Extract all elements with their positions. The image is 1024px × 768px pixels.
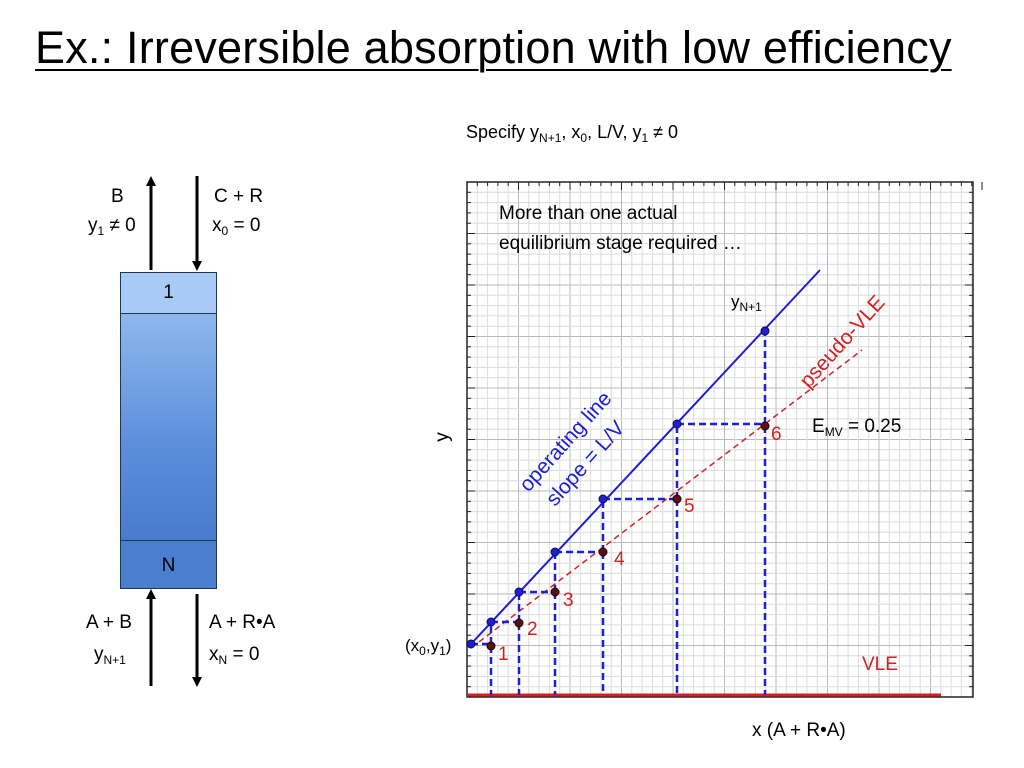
stage-points [466,326,770,651]
operating-point [672,419,682,429]
start-sub: 0 [419,644,426,658]
vle-label: VLE [862,654,898,675]
bottom-stage-number: N [161,555,176,576]
stage-number-6: 6 [771,424,782,445]
start-c: ) [445,636,452,655]
specify-sub: N+1 [539,131,562,145]
end-sub: N+1 [739,300,762,314]
start-point-label: (x0,y1) [405,636,451,658]
pseudo-vle-line [470,349,863,649]
absorption-column: 1 N [120,272,217,589]
pseudo-vle-point [486,641,496,651]
plot-note-line1: More than one actual [499,203,678,224]
bottom-stage: N [121,540,216,588]
stage-number-5: 5 [684,496,695,517]
operating-point [598,494,608,504]
top-out-name: B [111,186,124,207]
stage-number-4: 4 [614,549,625,570]
top-stage-number: 1 [163,282,174,303]
cond-sub: N+1 [103,653,126,667]
bottom-out-condition: xN = 0 [209,644,259,667]
cond-sub: 1 [97,224,105,238]
emv-rest: = 0.25 [842,416,902,437]
operating-point [514,587,524,597]
pseudo-vle-point [672,494,682,504]
slide-title: Ex.: Irreversible absorption with low ef… [35,22,952,73]
plot-grid [467,182,973,697]
end-var: y [731,292,740,311]
operating-point [760,326,770,336]
cond-rest: ≠ 0 [104,215,136,236]
operating-point [466,639,476,649]
stage-staircase [471,331,767,695]
specify-part: Specify y [466,122,540,142]
operating-point [486,617,496,627]
start-a: (x [405,636,420,655]
specify-part: , x [561,122,581,142]
cond-sub: N [218,653,228,667]
top-in-name: C + R [214,186,264,207]
emv-var: E [812,416,825,437]
emv-sub: MV [824,425,843,439]
bottom-in-name: A + B [86,612,132,633]
stage-number-1: 1 [498,644,509,665]
pseudo-vle-point [598,547,608,557]
cond-var: x [212,215,222,236]
cond-var: x [209,644,219,665]
cond-var: y [88,215,98,236]
x-axis-label: x (A + R•A) [752,720,846,741]
y-axis-label: y [431,432,453,442]
stage-number-3: 3 [563,590,574,611]
plot-note-line2: equilibrium stage required … [499,233,742,254]
bottom-in-condition: yN+1 [94,644,126,667]
start-sub: 1 [439,644,446,658]
end-point-label: yN+1 [731,292,762,314]
bottom-out-name: A + R•A [209,612,276,633]
cond-rest: = 0 [228,215,261,236]
operating-point [550,547,560,557]
cond-rest: = 0 [227,644,260,665]
start-b: ,y [425,636,440,655]
top-stage: 1 [121,273,216,314]
top-out-condition: y1 ≠ 0 [88,215,136,238]
specify-text: Specify yN+1, x0, L/V, y1 ≠ 0 [466,122,678,145]
specify-sub: 1 [641,131,649,145]
specify-part: ≠ 0 [648,122,679,142]
pseudo-vle-point [760,421,770,431]
top-in-condition: x0 = 0 [212,215,260,238]
cond-sub: 0 [221,224,229,238]
specify-sub: 0 [580,131,588,145]
emv-label: EMV = 0.25 [812,416,901,439]
specify-part: , L/V, y [587,122,642,142]
pseudo-vle-point [550,587,560,597]
cond-var: y [94,644,104,665]
stage-number-2: 2 [527,619,538,640]
pseudo-vle-point [514,618,524,628]
